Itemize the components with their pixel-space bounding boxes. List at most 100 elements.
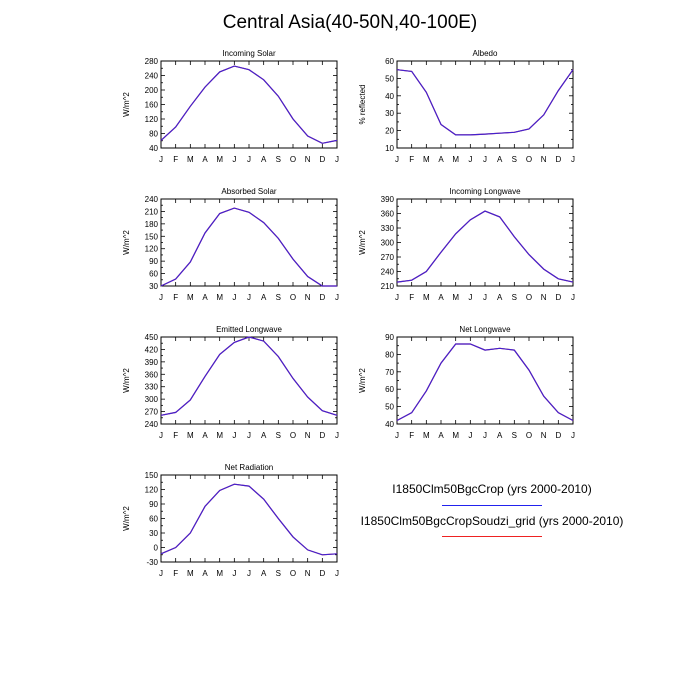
y-tick-label: 120 [145,245,159,254]
y-tick-label: 390 [145,358,159,367]
chart-title: Absorbed Solar [221,187,276,196]
x-tick-label: J [159,431,163,440]
chart-title: Albedo [473,49,498,58]
y-tick-label: 300 [381,239,395,248]
x-tick-label: F [173,569,178,578]
x-tick-label: A [438,431,444,440]
series-line-1 [160,207,337,287]
x-tick-label: A [202,569,208,578]
chart-panel-3: Absorbed Solar 30 60 90 120 150 180 210 240 W/m^2… [122,187,339,302]
x-tick-label: A [497,155,503,164]
y-tick-label: 60 [149,515,158,524]
x-tick-label: O [526,293,532,302]
y-tick-label: 30 [149,529,158,538]
series-line-2 [160,65,338,144]
x-tick-label: M [187,569,194,578]
x-tick-label: M [423,155,430,164]
x-tick-label: A [438,155,444,164]
y-tick-label: 360 [381,210,395,219]
x-tick-label: F [409,293,414,302]
x-tick-label: M [452,155,459,164]
y-tick-label: 200 [145,86,159,95]
y-tick-label: 90 [149,257,158,266]
x-tick-label: J [571,293,575,302]
x-tick-label: J [335,155,339,164]
x-tick-label: A [202,293,208,302]
series-line-1 [396,343,574,422]
y-tick-label: 450 [145,333,159,342]
x-tick-label: J [335,293,339,302]
x-tick-label: S [276,431,281,440]
x-tick-label: O [290,431,296,440]
y-tick-label: 390 [381,195,395,204]
x-tick-label: O [290,293,296,302]
x-tick-label: D [319,155,325,164]
x-tick-label: J [159,155,163,164]
x-tick-label: N [305,155,311,164]
legend-label-2: I1850Clm50BgcCropSoudzi_grid (yrs 2000-2… [360,514,624,528]
y-tick-label: 240 [145,420,159,429]
x-tick-label: J [483,293,487,302]
x-tick-label: S [276,155,281,164]
x-tick-label: O [526,155,532,164]
x-tick-label: S [512,431,517,440]
x-tick-label: J [335,431,339,440]
x-tick-label: A [202,431,208,440]
series-line-2 [160,483,338,556]
y-axis-label: W/m^2 [122,230,131,255]
x-tick-label: J [395,431,399,440]
y-tick-label: 40 [385,420,394,429]
x-tick-label: J [571,431,575,440]
legend-label-1: I1850Clm50BgcCrop (yrs 2000-2010) [392,482,592,496]
x-tick-label: J [468,293,472,302]
x-tick-label: M [423,293,430,302]
x-tick-label: M [452,293,459,302]
y-tick-label: 0 [154,544,159,553]
y-tick-label: 20 [385,127,394,136]
legend-line-1 [442,505,542,506]
y-tick-label: 360 [145,370,159,379]
x-tick-label: D [555,431,561,440]
y-tick-label: 210 [381,282,395,291]
series-line-2 [396,69,574,136]
x-tick-label: M [187,155,194,164]
x-tick-label: F [409,431,414,440]
x-tick-label: S [276,293,281,302]
y-tick-label: -30 [146,558,158,567]
y-axis-label: W/m^2 [358,368,367,393]
y-tick-label: 270 [381,253,395,262]
x-tick-label: J [232,155,236,164]
x-tick-label: A [497,431,503,440]
page-title: Central Asia(40-50N,40-100E) [222,12,478,33]
x-tick-label: N [541,293,547,302]
series-line-1 [160,336,338,416]
x-tick-label: A [261,431,267,440]
series-line-1 [160,65,338,144]
x-tick-label: S [512,293,517,302]
x-tick-label: J [571,155,575,164]
x-tick-label: J [468,155,472,164]
chart-panel-1: Incoming Solar 40 80 120 160 200 240 280 W/m^2 J F… [122,49,339,164]
x-tick-label: M [187,293,194,302]
x-tick-label: J [159,569,163,578]
chart-title: Incoming Solar [222,49,276,58]
y-tick-label: 40 [385,92,394,101]
series-line-2 [396,343,574,422]
x-tick-label: J [247,431,251,440]
y-tick-label: 150 [145,471,159,480]
x-tick-label: A [261,155,267,164]
y-tick-label: 40 [149,144,158,153]
plot-frame [160,474,338,563]
x-tick-label: D [319,293,325,302]
plot-frame [396,60,574,149]
x-tick-label: J [247,293,251,302]
y-tick-label: 240 [145,195,159,204]
x-tick-label: J [247,569,251,578]
x-tick-label: N [305,431,311,440]
series-line-1 [160,483,338,556]
y-tick-label: 10 [385,144,394,153]
x-tick-label: M [216,569,223,578]
y-tick-label: 120 [145,115,159,124]
x-tick-label: N [541,155,547,164]
